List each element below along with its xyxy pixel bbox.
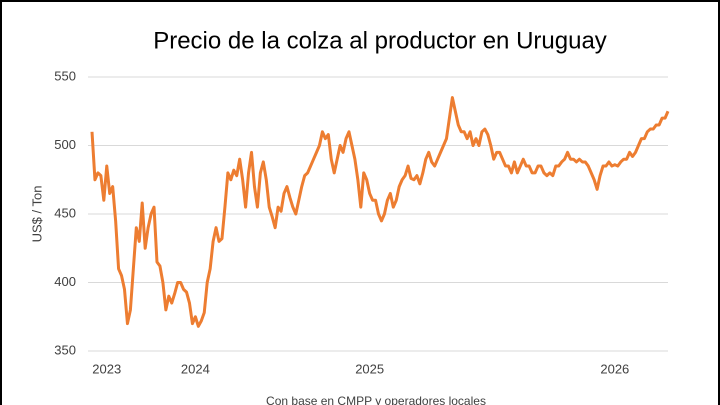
chart-title: Precio de la colza al productor en Urugu… [153, 27, 607, 54]
y-axis-title: US$ / Ton [29, 186, 44, 243]
price-line [90, 96, 670, 328]
source-note: Con base en CMPP y operadores locales [266, 394, 486, 405]
x-tick-label: 2025 [355, 361, 384, 376]
y-tick-label: 400 [54, 274, 76, 289]
x-tick-label: 2026 [600, 361, 629, 376]
x-tick-label: 2024 [181, 361, 210, 376]
y-tick-label: 500 [54, 137, 76, 152]
x-tick-label: 2023 [92, 361, 121, 376]
y-tick-label: 450 [54, 205, 76, 220]
y-tick-label: 350 [54, 342, 76, 357]
y-tick-label: 550 [54, 68, 76, 83]
